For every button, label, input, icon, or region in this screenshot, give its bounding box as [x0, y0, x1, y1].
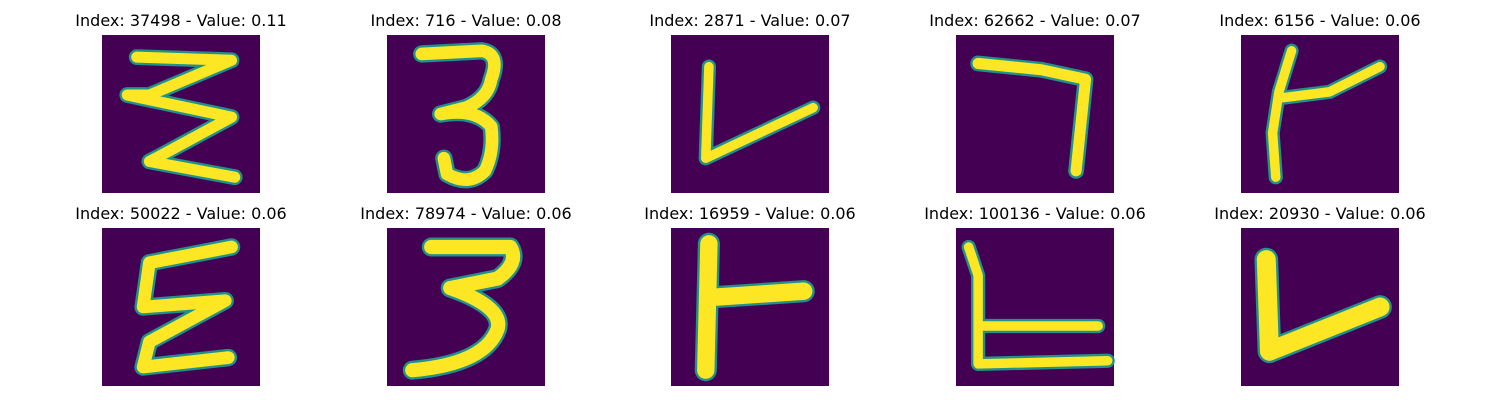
image-panel: Index: 37498 - Value: 0.11	[75, 11, 287, 193]
image-panel: Index: 716 - Value: 0.08	[370, 11, 562, 193]
digit-glyph	[970, 55, 1094, 179]
image-panel: Index: 20930 - Value: 0.06	[1214, 204, 1426, 386]
panel-title: Index: 16959 - Value: 0.06	[644, 204, 855, 223]
image-panel: Index: 6156 - Value: 0.06	[1219, 11, 1421, 193]
digit-glyph	[402, 237, 523, 380]
digit-stroke-core	[1256, 250, 1390, 361]
panel-title: Index: 2871 - Value: 0.07	[649, 11, 850, 30]
digit-stroke-core	[415, 44, 501, 186]
digit-stroke-core	[405, 239, 521, 378]
digit-glyph	[413, 42, 504, 189]
panel-title: Index: 6156 - Value: 0.06	[1219, 11, 1420, 30]
digit-stroke-core	[701, 61, 818, 163]
panel-title: Index: 100136 - Value: 0.06	[924, 204, 1146, 223]
digit-glyph	[698, 59, 821, 166]
image-panel: Index: 100136 - Value: 0.06	[924, 204, 1146, 386]
digit-stroke-core	[1267, 46, 1385, 182]
digit-glyph	[134, 238, 241, 376]
digit-glyph	[1265, 43, 1388, 185]
digit-glyph	[961, 239, 1115, 371]
digit-glyph	[119, 49, 243, 186]
image-panel: Index: 2871 - Value: 0.07	[649, 11, 851, 193]
panels-group: Index: 37498 - Value: 0.11 Index: 716 - V…	[75, 11, 1426, 386]
panel-image-background	[671, 228, 829, 386]
panel-title: Index: 20930 - Value: 0.06	[1214, 204, 1425, 223]
image-panel: Index: 62662 - Value: 0.07	[929, 11, 1141, 193]
digit-stroke-core	[697, 235, 813, 379]
digit-glyph	[694, 232, 815, 382]
digit-stroke-core	[136, 240, 238, 374]
panel-title: Index: 50022 - Value: 0.06	[75, 204, 286, 223]
image-panel: Index: 16959 - Value: 0.06	[644, 204, 856, 386]
digit-stroke-core	[121, 51, 241, 183]
image-panel: Index: 78974 - Value: 0.06	[360, 204, 572, 386]
digit-glyph	[1254, 247, 1392, 364]
panel-image-background	[1241, 35, 1399, 193]
image-panel: Index: 50022 - Value: 0.06	[75, 204, 287, 386]
digit-stroke-core	[972, 57, 1092, 177]
panel-title: Index: 716 - Value: 0.08	[370, 11, 561, 30]
panel-title: Index: 62662 - Value: 0.07	[929, 11, 1140, 30]
panel-title: Index: 78974 - Value: 0.06	[360, 204, 571, 223]
digit-stroke-core	[963, 242, 1113, 369]
panel-title: Index: 37498 - Value: 0.11	[75, 11, 286, 30]
